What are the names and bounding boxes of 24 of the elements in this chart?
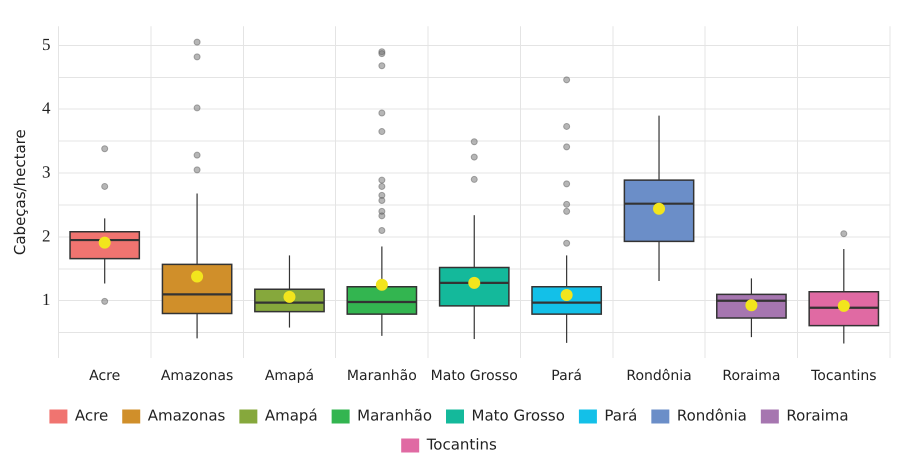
x-tick-label: Rondônia [626, 368, 692, 384]
legend-label: Rondônia [676, 406, 747, 424]
x-tick-label: Roraima [722, 368, 780, 384]
y-tick-label: 4 [42, 98, 51, 118]
x-tick-label: Pará [551, 368, 582, 384]
legend-label: Mato Grosso [472, 406, 565, 424]
legend-label: Roraima [786, 406, 849, 424]
legend-label: Acre [74, 406, 108, 424]
legend-label: Amazonas [148, 406, 226, 424]
x-tick-label: Amapá [264, 368, 314, 384]
y-tick-label: 2 [42, 226, 50, 246]
x-tick-label: Acre [89, 368, 120, 384]
x-tick-label: Tocantins [810, 368, 877, 384]
y-tick-label: 3 [42, 162, 50, 182]
legend-label: Maranhão [357, 406, 432, 424]
y-tick-label: 1 [42, 290, 50, 310]
legend-label: Tocantins [426, 435, 497, 454]
y-tick-label: 5 [42, 34, 50, 54]
x-tick-label: Amazonas [160, 368, 234, 384]
x-tick-label: Mato Grosso [430, 368, 518, 384]
legend-label: Pará [604, 406, 638, 424]
x-tick-label: Maranhão [346, 368, 417, 384]
y-axis-title: Cabeças/hectare [10, 129, 29, 256]
legend-label: Amapá [264, 406, 318, 424]
